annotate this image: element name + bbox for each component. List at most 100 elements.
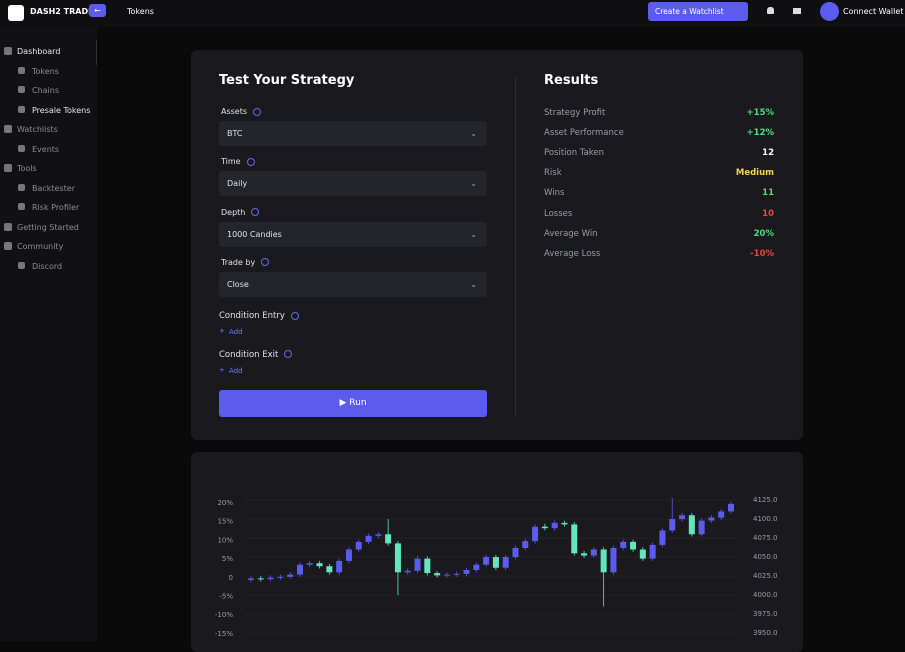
y-tick-label: -15% <box>215 630 233 638</box>
y2-tick-label: 3975.0 <box>753 610 778 618</box>
candle-body <box>434 573 441 576</box>
candle-body <box>659 530 666 545</box>
top-bar: DASH2 TRADE ← Tokens Create a Watchlist … <box>0 0 905 27</box>
candle-body <box>610 547 617 573</box>
create-watchlist-button[interactable]: Create a Watchlist <box>648 2 748 21</box>
chevron: ⌄ <box>470 229 477 239</box>
candle-body <box>698 520 705 535</box>
result-value: Medium <box>735 168 774 179</box>
condition-label: Condition Entry <box>219 311 299 321</box>
candle-body <box>649 544 656 559</box>
nav-section[interactable]: Getting Started <box>17 222 79 232</box>
select-field[interactable]: Close ⌄ <box>219 271 487 297</box>
y2-tick-label: 4025.0 <box>753 572 778 580</box>
nav-section[interactable]: Tools <box>17 164 37 173</box>
candle-body <box>502 557 509 568</box>
nav-icon <box>18 261 25 269</box>
candle-body <box>639 549 646 559</box>
sidebar-divider <box>96 40 97 65</box>
candle-body <box>453 573 460 575</box>
divider <box>515 78 516 415</box>
candle-body <box>287 574 294 577</box>
strategy-card: Test Your Strategy Results ▶ Run Assets B… <box>191 50 803 440</box>
candle-body <box>708 517 715 521</box>
info-icon <box>290 311 299 320</box>
nav-item[interactable]: Events <box>32 144 60 154</box>
candle-body <box>551 522 558 529</box>
add-link[interactable]: Add <box>229 328 243 336</box>
result-label: Strategy Profit <box>544 108 606 118</box>
nav-icon <box>4 164 12 172</box>
candle-body <box>541 526 548 529</box>
candle-body <box>561 522 568 525</box>
nav-item[interactable]: Chains <box>32 86 60 95</box>
mail-icon[interactable] <box>793 8 801 14</box>
result-label: Average Win <box>544 228 598 239</box>
select-field[interactable]: BTC ⌄ <box>219 121 487 146</box>
candle-body <box>688 515 695 535</box>
chart: 20% 15% 10% 5% 0 -5% -10% -15% 4125.0 4100.0 4075.… <box>215 496 778 638</box>
nav-item[interactable]: Tokens <box>32 66 59 76</box>
chevron: ⌄ <box>470 129 477 138</box>
add-plus[interactable]: + <box>219 327 225 335</box>
candle-body <box>679 515 686 520</box>
y-tick-label: 20% <box>217 499 233 507</box>
sidebar: Dashboard Tokens Chains Presale Tokens Watch… <box>0 27 97 641</box>
y2-tick-label: 4100.0 <box>753 515 778 523</box>
nav-section[interactable]: Community <box>17 242 64 251</box>
result-label: Losses <box>544 208 573 219</box>
nav-icon <box>18 183 25 191</box>
candle-body <box>483 557 490 565</box>
result-label: Risk <box>544 168 562 179</box>
candle-body <box>316 563 323 567</box>
select-field[interactable]: 1000 Candies ⌄ <box>219 221 487 247</box>
candle-body <box>248 578 254 580</box>
candle-body <box>473 564 480 571</box>
run-button[interactable]: ▶ Run <box>219 390 487 417</box>
candle-body <box>532 526 539 542</box>
nav-item[interactable]: Risk Profiler <box>32 203 80 212</box>
result-label: Position Taken <box>544 148 605 159</box>
field-label: Assets <box>221 107 262 116</box>
nav-item[interactable]: Discord <box>32 261 63 271</box>
candle-body <box>414 558 421 571</box>
nav-icon <box>18 144 25 152</box>
results-title: Results <box>544 73 599 88</box>
wallet-icon[interactable] <box>820 2 839 21</box>
result-label: Wins <box>544 188 565 199</box>
add-link[interactable]: Add <box>229 366 243 375</box>
result-value: 20% <box>753 228 774 239</box>
info-icon <box>253 107 262 116</box>
result-label: Asset Performance <box>544 128 624 139</box>
result-value: 10 <box>762 208 774 219</box>
select-field[interactable]: Daily ⌄ <box>219 171 487 197</box>
bell-icon[interactable] <box>767 7 774 14</box>
candle-body <box>424 558 431 574</box>
result-value: -10% <box>750 248 774 259</box>
candle-body <box>296 564 303 575</box>
candle-body <box>718 511 725 518</box>
y2-tick-label: 4000.0 <box>753 591 778 599</box>
nav-item[interactable]: Backtester <box>32 183 75 193</box>
y2-tick-label: 4075.0 <box>753 534 778 542</box>
candle-body <box>355 541 362 550</box>
add-plus[interactable]: + <box>219 365 225 374</box>
candle-body <box>404 570 411 573</box>
back-button[interactable]: ← <box>89 4 106 17</box>
candle-body <box>267 577 274 580</box>
y-tick-label: -10% <box>215 611 233 619</box>
y-tick-label: -5% <box>219 593 233 601</box>
y-tick-label: 15% <box>217 518 233 526</box>
nav-item[interactable]: Presale Tokens <box>32 105 91 115</box>
candle-body <box>345 549 352 561</box>
chevron: ⌄ <box>470 279 477 289</box>
info-icon <box>246 157 255 166</box>
nav-icon <box>18 105 25 113</box>
nav-section[interactable]: Dashboard <box>17 47 61 56</box>
y2-tick-label: 4125.0 <box>753 496 778 504</box>
nav-icon <box>4 47 12 55</box>
connect-wallet[interactable]: Connect Wallet <box>843 7 904 16</box>
nav-section[interactable]: Watchlists <box>17 125 58 134</box>
condition-label: Condition Exit <box>219 350 293 360</box>
